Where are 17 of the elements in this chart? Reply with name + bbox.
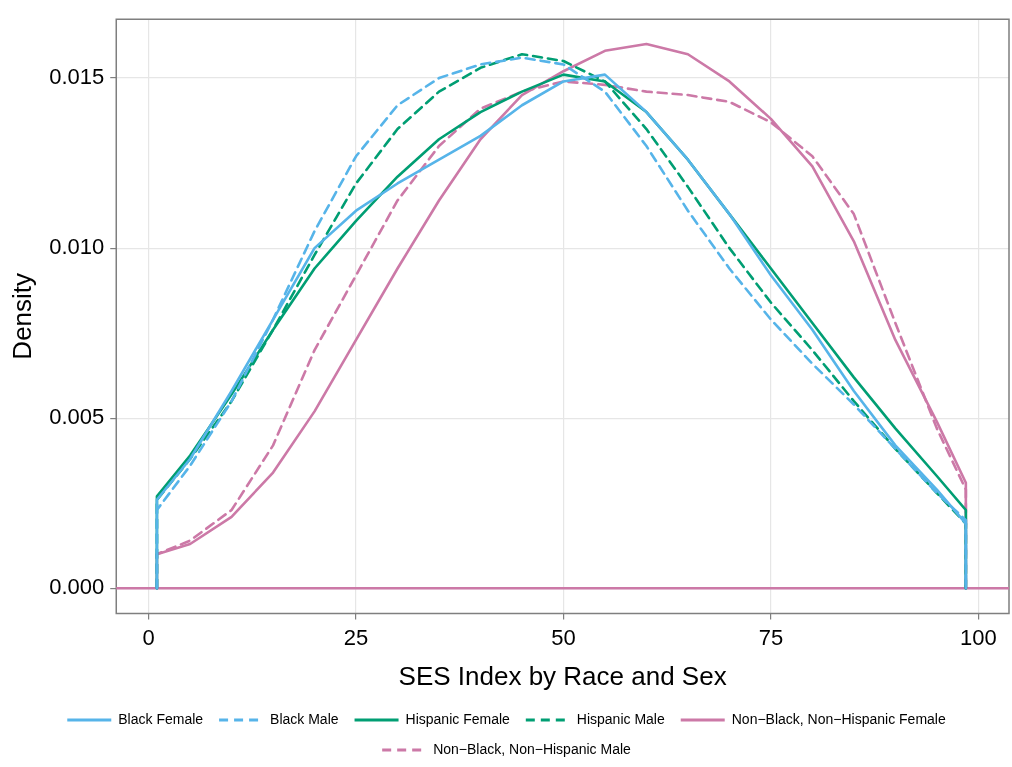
y-tick-label: 0.015 — [49, 64, 105, 90]
legend-label: Non−Black, Non−Hispanic Female — [731, 710, 946, 727]
legend-label: Non−Black, Non−Hispanic Male — [433, 740, 632, 757]
y-axis-title: Density — [6, 272, 37, 360]
legend-label: Hispanic Male — [576, 710, 665, 727]
legend-label: Black Female — [118, 710, 204, 727]
x-tick-label: 50 — [551, 624, 576, 650]
legend-label: Hispanic Female — [405, 710, 511, 727]
y-tick-label: 0.010 — [49, 234, 105, 260]
x-tick-label: 25 — [343, 624, 369, 650]
x-tick-label: 75 — [758, 624, 784, 650]
x-axis-title: SES Index by Race and Sex — [398, 660, 727, 691]
x-tick-label: 0 — [142, 624, 155, 650]
legend-label: Black Male — [270, 710, 339, 727]
y-tick-label: 0.005 — [49, 404, 105, 430]
x-tick-label: 100 — [959, 624, 997, 650]
y-tick-label: 0.000 — [49, 574, 105, 600]
